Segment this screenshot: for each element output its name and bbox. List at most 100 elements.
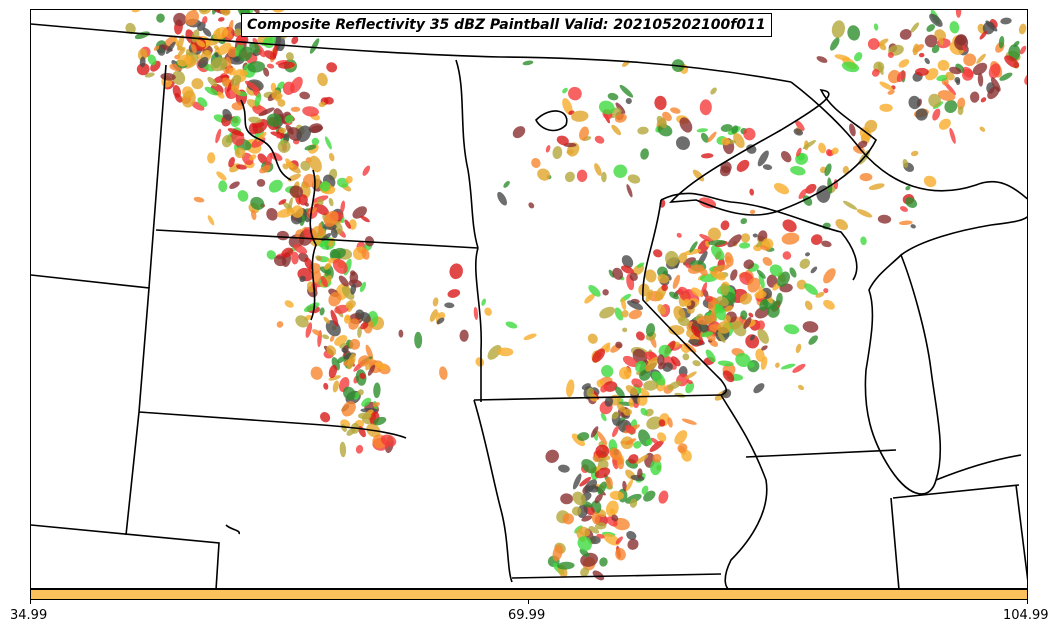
reflectivity-blob [340,200,346,213]
reflectivity-blob [700,132,709,143]
reflectivity-blob [629,272,638,281]
reflectivity-blob [932,108,941,121]
reflectivity-blob [681,449,692,462]
reflectivity-blob [957,106,964,116]
reflectivity-blob [202,27,212,37]
reflectivity-blob [898,59,910,68]
reflectivity-blob [739,242,751,249]
reflectivity-blob [692,360,701,367]
reflectivity-blob [348,318,360,330]
reflectivity-blob [172,70,186,85]
reflectivity-blob [588,285,601,297]
reflectivity-blob [277,81,285,90]
reflectivity-blob [181,90,196,108]
reflectivity-blob [266,250,276,260]
reflectivity-blob [341,285,355,300]
reflectivity-blob [690,325,701,338]
reflectivity-blob [615,341,623,349]
reflectivity-blob [328,152,335,162]
reflectivity-blob [902,158,909,168]
reflectivity-blob [976,53,986,64]
reflectivity-blob [805,252,810,257]
reflectivity-blob [781,232,800,245]
reflectivity-blob [912,43,919,56]
reflectivity-blob [867,38,880,50]
reflectivity-blob [670,107,681,114]
reflectivity-blob [860,236,867,246]
reflectivity-blob [196,39,206,48]
reflectivity-blob [276,208,295,218]
reflectivity-blob [720,283,729,296]
reflectivity-blob [338,275,349,287]
reflectivity-blob [447,289,461,298]
reflectivity-blob [705,240,710,248]
state-border-ia-il [720,394,768,588]
reflectivity-blob [773,183,790,195]
lake-of-woods [535,110,568,132]
reflectivity-blob [877,214,892,224]
reflectivity-blob [600,413,607,422]
reflectivity-blob [685,381,695,394]
reflectivity-blob [955,34,967,46]
reflectivity-blob [271,10,286,13]
reflectivity-blob [825,149,832,156]
reflectivity-blob [320,275,328,288]
reflectivity-blob [282,81,295,95]
reflectivity-blob [1004,55,1020,69]
reflectivity-blob [236,35,247,46]
reflectivity-blob [332,380,340,393]
reflectivity-blob [628,454,639,464]
reflectivity-blob [640,148,649,160]
reflectivity-blob [357,389,364,396]
reflectivity-blob [571,506,582,516]
reflectivity-blob [798,188,808,200]
reflectivity-blob [234,147,246,159]
reflectivity-blob [797,384,805,391]
reflectivity-blob [295,315,309,328]
reflectivity-blob [849,123,856,137]
reflectivity-blob [552,544,563,562]
reflectivity-blob [572,473,582,490]
reflectivity-blob [871,68,880,77]
state-borders [31,23,1027,588]
reflectivity-blob [328,291,342,307]
reflectivity-blob [309,38,320,54]
reflectivity-blob [309,125,324,133]
reflectivity-blob [756,320,765,331]
reflectivity-blob [258,107,275,117]
reflectivity-blob [699,99,712,116]
reflectivity-blob [329,335,335,342]
reflectivity-blob [595,522,607,530]
reflectivity-blob [592,348,606,363]
reflectivity-blob [318,101,326,108]
reflectivity-blob [810,234,823,245]
reflectivity-blob [595,444,610,458]
reflectivity-blob [512,126,526,139]
reflectivity-blob [972,62,988,76]
reflectivity-blob [749,188,755,196]
reflectivity-blob [581,459,597,474]
reflectivity-blob [905,197,918,208]
reflectivity-blob [929,13,943,27]
reflectivity-blob [361,397,372,407]
reflectivity-blob [609,490,625,501]
reflectivity-blob [296,125,312,143]
reflectivity-blob [605,476,613,490]
reflectivity-blob [618,366,632,380]
reflectivity-blob [372,402,380,407]
state-border-wy-co [31,274,150,536]
reflectivity-blob [319,181,331,192]
reflectivity-blob [689,241,698,253]
reflectivity-blob [796,279,807,290]
reflectivity-blob [587,485,600,493]
reflectivity-blob [627,174,641,184]
reflectivity-blob [432,297,439,307]
reflectivity-blob [285,158,294,169]
reflectivity-blob [153,45,160,51]
reflectivity-blob [568,86,582,101]
reflectivity-blob [596,533,605,539]
reflectivity-blob [310,366,323,380]
state-border-mn-wi [642,199,728,396]
reflectivity-blob [355,444,364,454]
reflectivity-blob [899,29,912,40]
